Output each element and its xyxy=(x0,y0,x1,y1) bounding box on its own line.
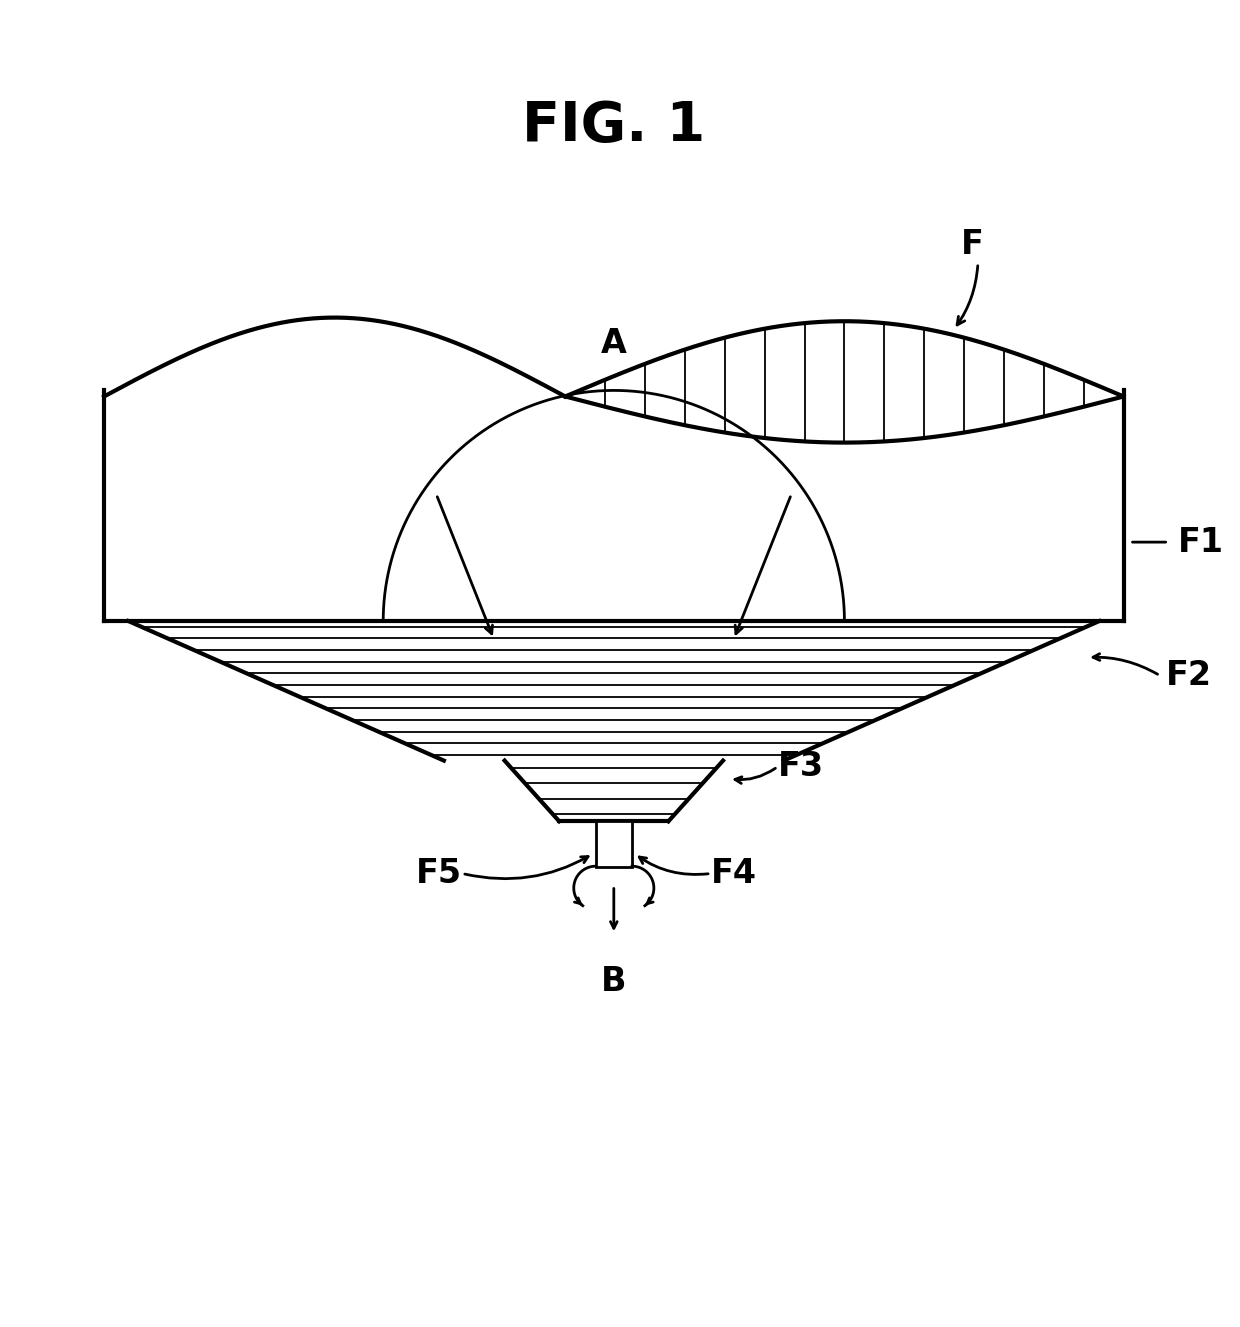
Text: F5: F5 xyxy=(415,857,463,890)
Text: FIG. 1: FIG. 1 xyxy=(522,100,706,153)
Text: F2: F2 xyxy=(1166,660,1211,693)
Text: B: B xyxy=(601,965,626,998)
Text: F4: F4 xyxy=(711,857,756,890)
Text: F1: F1 xyxy=(1178,525,1224,559)
Text: F3: F3 xyxy=(777,750,823,783)
Text: F: F xyxy=(961,228,983,261)
Polygon shape xyxy=(128,621,1100,760)
Polygon shape xyxy=(505,760,723,821)
Bar xyxy=(595,821,632,868)
Polygon shape xyxy=(565,321,1123,443)
Text: A: A xyxy=(601,326,626,360)
